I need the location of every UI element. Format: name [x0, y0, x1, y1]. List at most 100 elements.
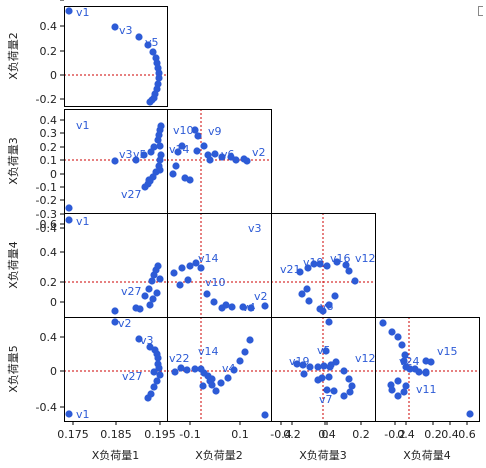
data-point[interactable]: [222, 301, 230, 309]
data-point[interactable]: [183, 366, 191, 374]
data-point[interactable]: [65, 204, 73, 212]
data-point[interactable]: [141, 292, 149, 300]
data-point[interactable]: [171, 368, 179, 376]
data-point[interactable]: [319, 307, 327, 315]
data-point[interactable]: [346, 388, 354, 396]
data-point[interactable]: [406, 365, 414, 373]
data-point[interactable]: [299, 361, 307, 369]
data-point[interactable]: [224, 374, 232, 382]
data-point[interactable]: [156, 142, 164, 150]
data-point[interactable]: [111, 307, 119, 315]
data-point[interactable]: [156, 156, 164, 164]
data-point[interactable]: [153, 289, 161, 297]
data-point[interactable]: [332, 358, 340, 366]
data-point[interactable]: [427, 358, 435, 366]
data-point[interactable]: [186, 262, 194, 270]
data-point[interactable]: [230, 366, 238, 374]
data-point[interactable]: [178, 264, 186, 272]
data-point[interactable]: [348, 382, 356, 390]
data-point[interactable]: [144, 41, 152, 49]
data-point[interactable]: [351, 277, 359, 285]
data-point[interactable]: [293, 360, 301, 368]
data-point[interactable]: [394, 333, 402, 341]
data-point[interactable]: [300, 370, 308, 378]
data-point[interactable]: [325, 373, 333, 381]
data-point[interactable]: [65, 216, 73, 224]
data-point[interactable]: [65, 7, 73, 15]
data-point[interactable]: [155, 69, 163, 77]
data-point[interactable]: [211, 150, 219, 158]
data-point[interactable]: [323, 262, 331, 270]
data-point[interactable]: [241, 348, 249, 356]
data-point[interactable]: [401, 351, 409, 359]
data-point[interactable]: [212, 387, 220, 395]
data-point[interactable]: [135, 335, 143, 343]
data-point[interactable]: [402, 382, 410, 390]
data-point[interactable]: [148, 96, 156, 104]
data-point[interactable]: [345, 375, 353, 383]
data-point[interactable]: [218, 153, 226, 161]
data-point[interactable]: [193, 147, 201, 155]
data-point[interactable]: [174, 148, 182, 156]
data-point[interactable]: [145, 285, 153, 293]
data-point[interactable]: [148, 277, 156, 285]
data-point[interactable]: [326, 363, 334, 371]
data-point[interactable]: [184, 276, 192, 284]
data-point[interactable]: [398, 341, 406, 349]
data-point[interactable]: [150, 143, 158, 151]
data-point[interactable]: [303, 285, 311, 293]
data-point[interactable]: [340, 392, 348, 400]
data-point[interactable]: [111, 157, 119, 165]
data-point[interactable]: [135, 33, 143, 41]
data-point[interactable]: [261, 302, 269, 310]
data-point[interactable]: [415, 368, 423, 376]
data-point[interactable]: [154, 354, 162, 362]
data-point[interactable]: [320, 362, 328, 370]
data-point[interactable]: [323, 386, 331, 394]
data-point[interactable]: [422, 368, 430, 376]
data-point[interactable]: [298, 290, 306, 298]
data-point[interactable]: [149, 48, 157, 56]
data-point[interactable]: [141, 183, 149, 191]
data-point[interactable]: [144, 394, 152, 402]
data-point[interactable]: [466, 410, 474, 418]
data-point[interactable]: [172, 162, 180, 170]
data-point[interactable]: [156, 371, 164, 379]
data-point[interactable]: [203, 290, 211, 298]
data-point[interactable]: [342, 261, 350, 269]
data-point[interactable]: [261, 411, 269, 419]
data-point[interactable]: [169, 170, 177, 178]
data-point[interactable]: [156, 275, 164, 283]
data-point[interactable]: [199, 382, 207, 390]
data-point[interactable]: [155, 364, 163, 372]
data-point[interactable]: [170, 269, 178, 277]
data-point[interactable]: [177, 364, 185, 372]
data-point[interactable]: [394, 392, 402, 400]
data-point[interactable]: [192, 259, 200, 267]
data-point[interactable]: [296, 268, 304, 276]
data-point[interactable]: [140, 151, 148, 159]
data-point[interactable]: [322, 347, 330, 355]
matrix-menu-handle[interactable]: [478, 6, 483, 16]
data-point[interactable]: [111, 23, 119, 31]
data-point[interactable]: [330, 387, 338, 395]
data-point[interactable]: [239, 303, 247, 311]
data-point[interactable]: [400, 357, 408, 365]
data-point[interactable]: [194, 132, 202, 140]
data-point[interactable]: [314, 363, 322, 371]
data-point[interactable]: [232, 156, 240, 164]
data-point[interactable]: [154, 262, 162, 270]
data-point[interactable]: [387, 381, 395, 389]
data-point[interactable]: [65, 410, 73, 418]
data-point[interactable]: [111, 318, 119, 326]
data-point[interactable]: [379, 319, 387, 327]
data-point[interactable]: [325, 301, 333, 309]
data-point[interactable]: [325, 318, 333, 326]
data-point[interactable]: [316, 260, 324, 268]
data-point[interactable]: [145, 176, 153, 184]
data-point[interactable]: [331, 292, 339, 300]
data-point[interactable]: [246, 336, 254, 344]
data-point[interactable]: [181, 174, 189, 182]
data-point[interactable]: [150, 383, 158, 391]
data-point[interactable]: [236, 357, 244, 365]
